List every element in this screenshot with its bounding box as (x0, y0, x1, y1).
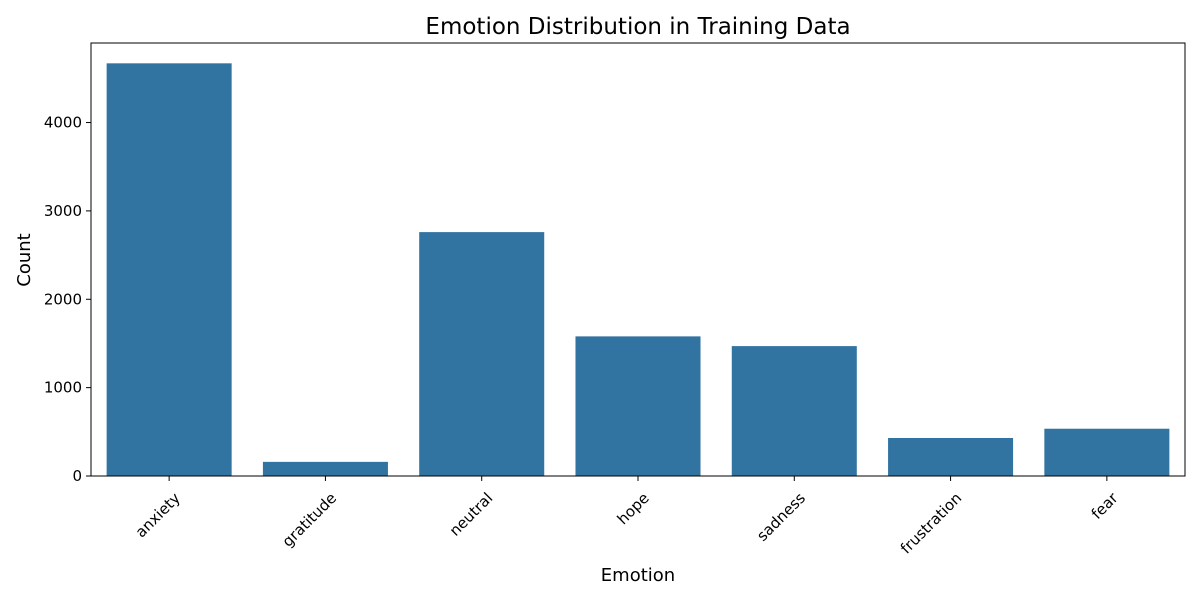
chart-title: Emotion Distribution in Training Data (425, 14, 850, 40)
y-ticks-layer: 0 1000 2000 3000 4000 (44, 114, 91, 485)
bars-layer (106, 63, 1170, 476)
y-tick-label: 2000 (44, 290, 82, 308)
bar-fear (1044, 428, 1170, 476)
bar-frustration (888, 438, 1014, 476)
y-tick-label: 0 (72, 467, 82, 485)
bar-sadness (731, 346, 857, 476)
bar-hope (575, 336, 701, 476)
y-tick-label: 4000 (44, 114, 82, 132)
y-tick-label: 1000 (44, 379, 82, 397)
y-tick-label: 3000 (44, 202, 82, 220)
x-axis-title: Emotion (601, 565, 675, 586)
bar-gratitude (262, 461, 388, 476)
bar-anxiety (106, 63, 232, 476)
bar-neutral (419, 232, 545, 476)
y-axis-title: Count (14, 233, 35, 286)
